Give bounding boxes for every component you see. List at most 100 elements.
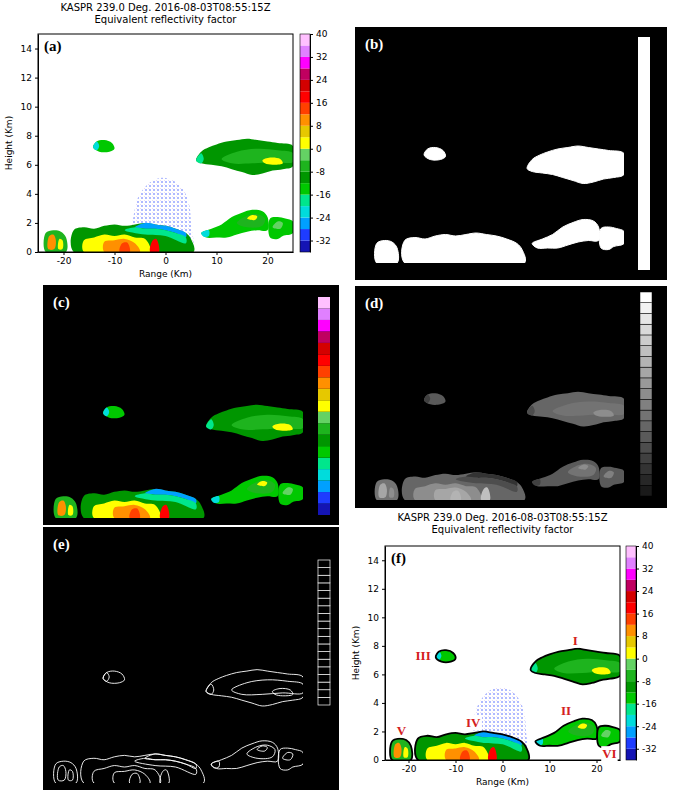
tick: 10 [21, 102, 38, 112]
colorbar-bin [300, 195, 310, 206]
tick: 24 [636, 586, 654, 596]
echo-core [247, 480, 275, 494]
colorbar-bin [318, 458, 330, 469]
echo-core [222, 149, 293, 164]
tick-label: 10 [544, 764, 556, 774]
tick-mark [382, 589, 385, 590]
tick-mark [35, 165, 38, 166]
echo-core [58, 239, 63, 250]
echo [402, 472, 526, 500]
tick: 20 [591, 760, 603, 774]
echo-core [378, 483, 387, 498]
axis: 02468101214 [368, 547, 386, 766]
panel: (d) [355, 286, 667, 508]
echo-core [403, 747, 408, 758]
colorbar-bin [626, 737, 636, 748]
tick-label: -32 [316, 236, 331, 246]
tick: -8 [310, 167, 325, 177]
colorbar-bin [318, 697, 330, 705]
colorbar-bin [626, 602, 636, 613]
tick-mark [636, 591, 639, 592]
tick-mark [115, 252, 116, 255]
tick: 8 [373, 641, 385, 651]
echo-core [232, 415, 303, 430]
tick: 32 [310, 52, 327, 62]
region-label: II [561, 703, 571, 718]
echo [54, 496, 78, 518]
tick-label: -10 [449, 764, 464, 774]
axis: -32-24-16-80816243240 [636, 541, 657, 760]
panel-background [355, 27, 667, 280]
colorbar-bin [640, 313, 652, 324]
tick-label: -32 [642, 744, 657, 754]
tick-mark [310, 218, 313, 219]
echo-core [273, 221, 283, 229]
tick-label: 6 [373, 670, 379, 680]
tick-mark [382, 646, 385, 647]
echo-core [272, 688, 293, 695]
plot-area [54, 405, 303, 518]
echo-core [601, 730, 611, 738]
colorbar-bin [318, 331, 330, 342]
echo-outline [390, 739, 412, 760]
colorbar: -32-24-16-80816243240 [300, 29, 331, 252]
echo [211, 476, 279, 504]
colorbar-bin [626, 670, 636, 681]
tick-mark [310, 195, 313, 196]
tick-mark [217, 252, 218, 255]
y-axis-title: Height (Km) [4, 116, 14, 170]
echo-outline [597, 726, 620, 748]
echo [597, 726, 620, 748]
tick-label: 32 [642, 564, 653, 574]
label-background [415, 648, 432, 663]
tick: 16 [636, 609, 654, 619]
tick-label: 0 [642, 654, 648, 664]
tick-label: 10 [211, 256, 223, 266]
echo-core [283, 487, 293, 495]
tick-label: 24 [642, 586, 654, 596]
echo-core [206, 684, 214, 694]
tick: 0 [500, 760, 506, 774]
tick-mark [636, 636, 639, 637]
colorbar-bin [318, 575, 330, 583]
tick: 6 [26, 160, 38, 170]
tick-label: 14 [368, 556, 380, 566]
tick-label: -20 [57, 256, 72, 266]
tick-mark [310, 80, 313, 81]
subtitle: Equivalent reflectivity factor [432, 524, 575, 535]
colorbar-bin [626, 715, 636, 726]
tick-mark [636, 569, 639, 570]
colorbar-bin [300, 218, 310, 229]
echo [375, 240, 399, 263]
plot-area [375, 146, 624, 263]
colorbar-bin [626, 591, 636, 602]
colorbar-bin [626, 557, 636, 568]
tick: 4 [373, 698, 385, 708]
echo-core [113, 770, 150, 783]
tick-label: 0 [500, 764, 506, 774]
tick-mark [35, 194, 38, 195]
colorbar-bin [626, 704, 636, 715]
tick: 14 [21, 44, 38, 54]
echo-core [394, 743, 402, 758]
colorbar [640, 292, 652, 496]
echo-core [68, 505, 73, 516]
colorbar-bin [638, 37, 650, 270]
echo-core [426, 743, 489, 760]
tick-mark [636, 749, 639, 750]
axis: -20-1001020 [39, 252, 294, 266]
colorbar [318, 560, 330, 705]
colorbar-bin [640, 378, 652, 389]
echo-core [47, 234, 56, 250]
echo [211, 741, 279, 769]
echo-core [57, 500, 66, 516]
echo-core [553, 402, 624, 416]
axis-line [385, 547, 386, 761]
tick: 4 [26, 189, 38, 199]
colorbar-bin [318, 412, 330, 423]
colorbar-bin [318, 504, 330, 515]
echo-core [481, 487, 491, 500]
colorbar-bin [318, 682, 330, 690]
colorbar-bin [640, 432, 652, 443]
echo-core [201, 230, 209, 237]
